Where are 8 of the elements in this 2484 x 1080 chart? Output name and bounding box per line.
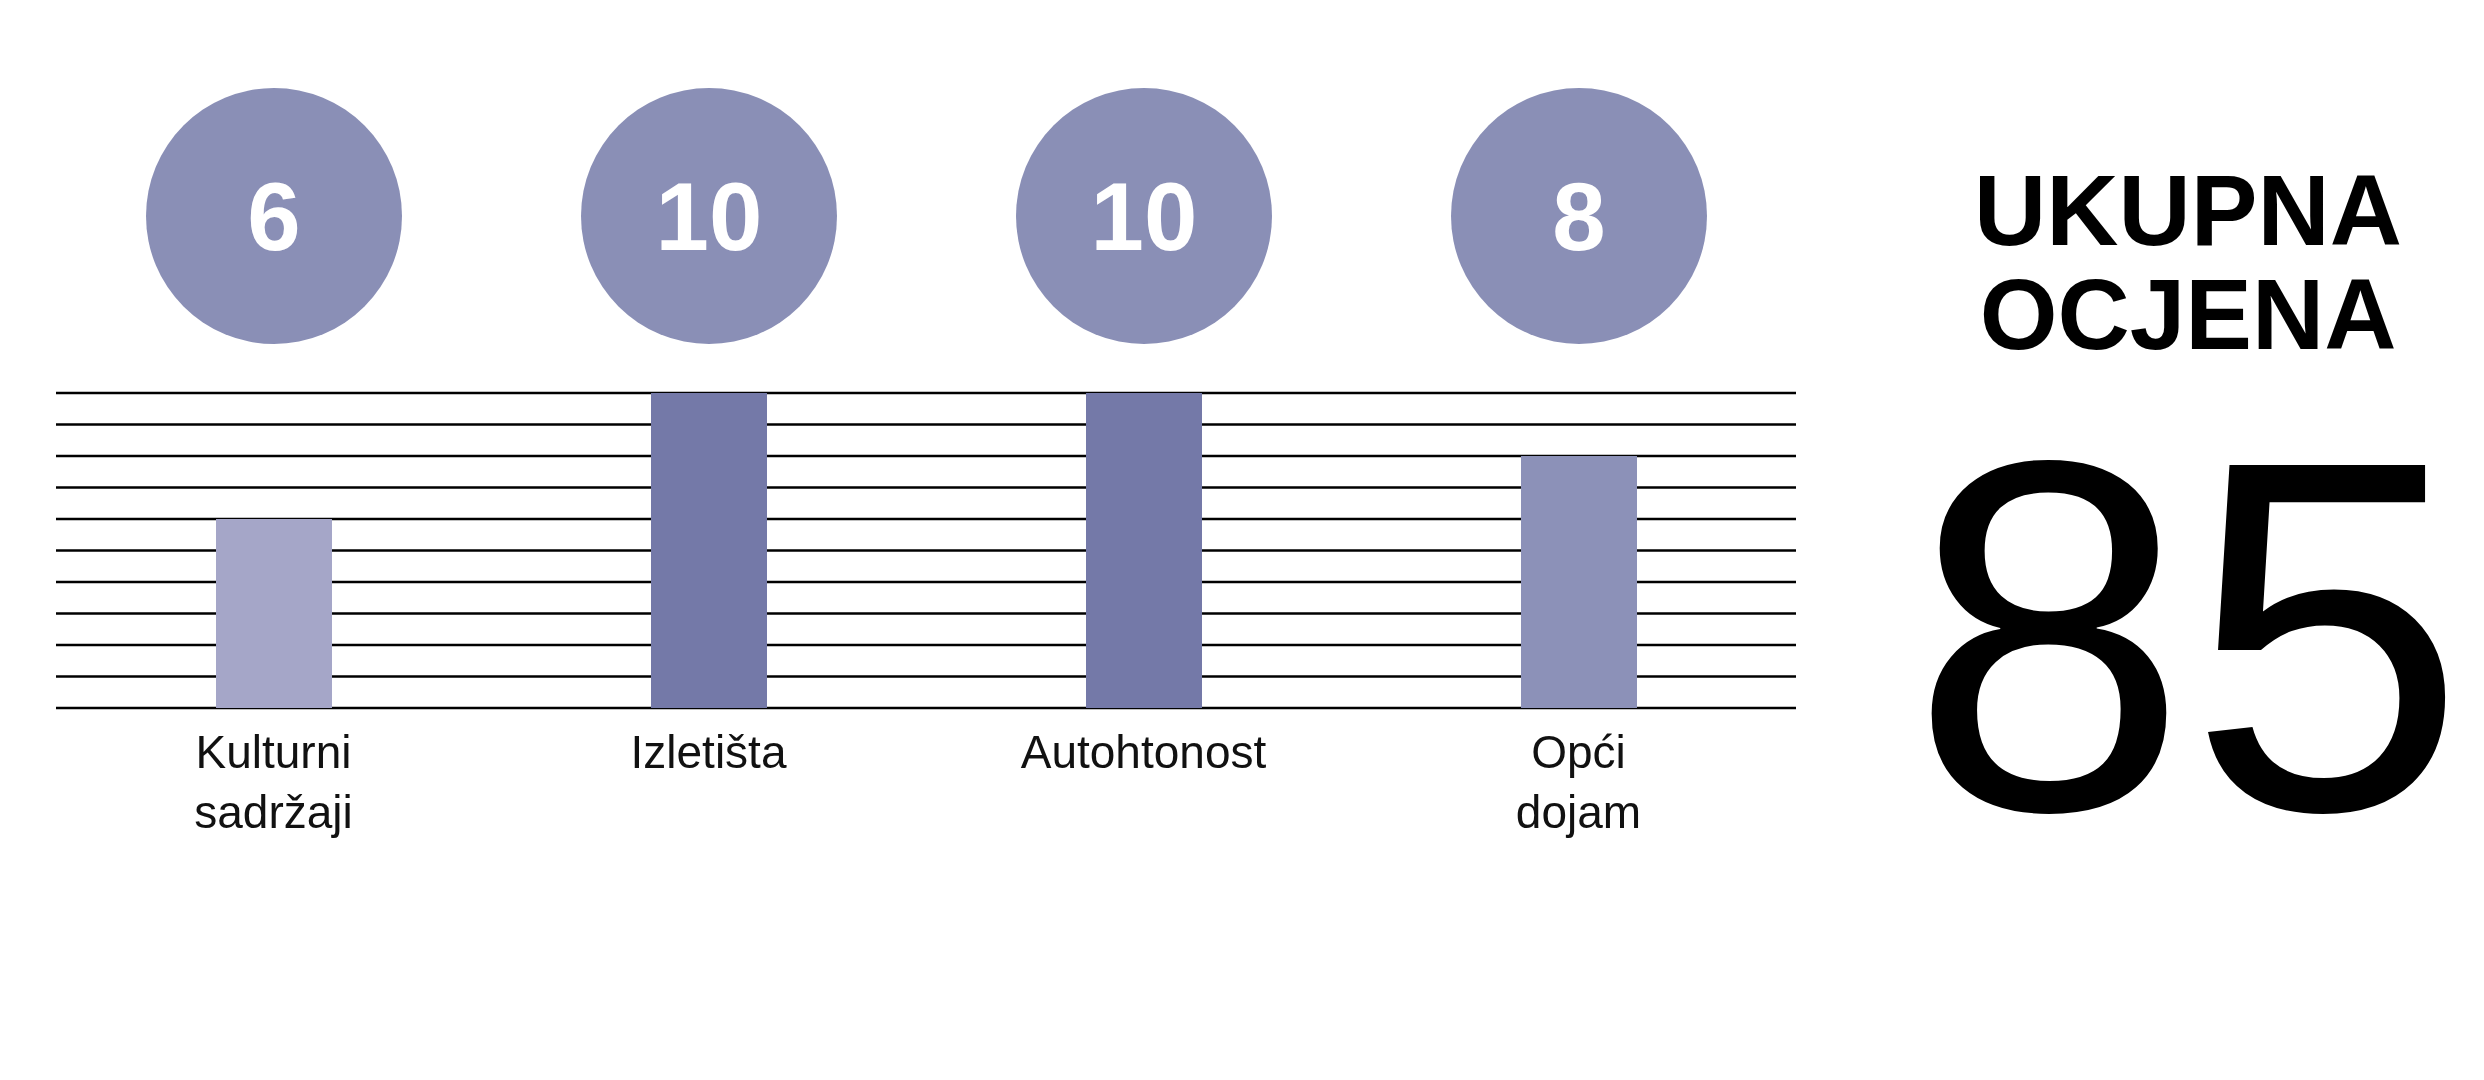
x-tick-label: Kulturni sadržaji: [194, 726, 353, 838]
x-tick-label: Autohtonost: [1020, 726, 1267, 778]
data-label: 8: [1552, 163, 1606, 270]
data-label: 10: [1090, 163, 1198, 270]
data-label: 10: [655, 163, 763, 270]
x-tick-label: Opći dojam: [1515, 726, 1642, 838]
x-tick-label: Izletišta: [630, 726, 787, 778]
data-label: 6: [247, 163, 301, 270]
